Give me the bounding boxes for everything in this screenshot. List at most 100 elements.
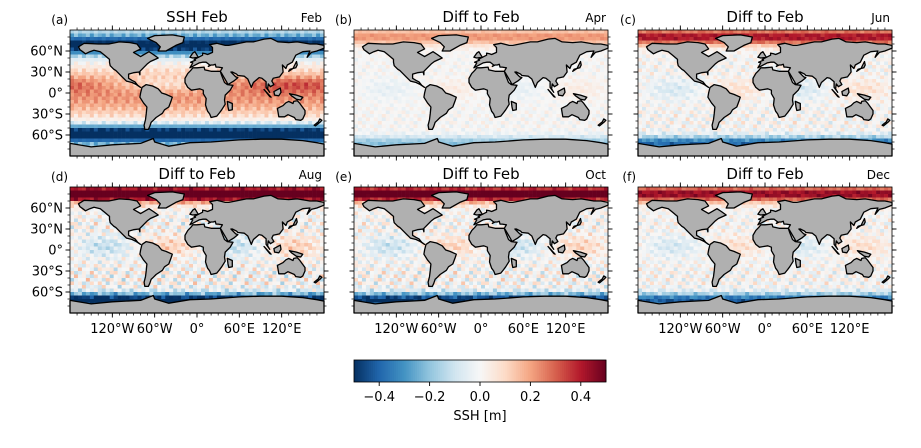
data-cell — [488, 47, 494, 52]
data-cell — [197, 30, 202, 34]
data-cell — [365, 96, 371, 101]
data-cell — [409, 89, 414, 94]
data-cell — [312, 79, 317, 83]
data-cell — [536, 110, 541, 115]
data-cell — [296, 58, 301, 62]
data-cell — [405, 114, 410, 118]
data-cell — [181, 65, 186, 69]
data-cell — [469, 100, 474, 104]
data-cell — [256, 37, 261, 41]
data-cell — [540, 110, 545, 115]
data-cell — [70, 117, 75, 122]
data-cell — [292, 124, 297, 129]
data-cell — [369, 37, 375, 41]
data-cell — [280, 100, 285, 104]
data-cell — [413, 82, 418, 87]
data-cell — [560, 82, 565, 87]
data-cell — [137, 117, 142, 122]
data-cell — [584, 58, 589, 62]
data-cell — [741, 30, 746, 34]
data-cell — [729, 30, 734, 34]
data-cell — [596, 100, 601, 104]
data-cell — [133, 117, 138, 122]
data-cell — [437, 135, 442, 139]
data-cell — [413, 86, 418, 90]
data-cell — [477, 117, 482, 122]
data-cell — [93, 75, 99, 80]
data-cell — [244, 131, 249, 136]
data-cell — [354, 131, 359, 136]
data-cell — [572, 135, 577, 139]
data-cell — [445, 75, 450, 80]
data-cell — [572, 121, 577, 125]
data-cell — [117, 93, 122, 97]
data-cell — [93, 93, 99, 97]
data-cell — [564, 30, 569, 34]
data-cell — [584, 68, 589, 73]
data-cell — [173, 121, 178, 125]
data-cell — [240, 100, 245, 104]
data-cell — [405, 110, 410, 115]
data-cell — [85, 79, 91, 83]
data-cell — [70, 51, 75, 55]
data-cell — [73, 40, 79, 45]
data-cell — [592, 110, 597, 115]
data-cell — [129, 131, 134, 136]
data-cell — [516, 135, 521, 139]
data-cell — [272, 131, 277, 136]
data-cell — [240, 117, 245, 122]
data-cell — [228, 37, 234, 41]
data-cell — [121, 107, 126, 111]
data-cell — [232, 103, 237, 108]
data-cell — [488, 51, 494, 55]
data-cell — [604, 100, 609, 104]
data-cell — [580, 89, 585, 94]
continent — [510, 100, 517, 112]
data-cell — [373, 117, 379, 122]
data-cell — [465, 124, 470, 129]
data-cell — [381, 61, 387, 66]
data-cell — [824, 30, 829, 34]
data-cell — [304, 37, 309, 41]
data-cell — [73, 54, 79, 59]
data-cell — [405, 131, 410, 136]
data-cell — [292, 135, 297, 139]
data-cell — [240, 131, 245, 136]
data-cell — [389, 79, 394, 83]
data-cell — [125, 93, 130, 97]
data-cell — [357, 61, 363, 66]
data-cell — [457, 110, 462, 115]
data-cell — [109, 138, 114, 143]
data-cell — [381, 89, 387, 94]
data-cell — [365, 37, 371, 41]
data-cell — [308, 68, 313, 73]
data-cell — [173, 138, 178, 143]
data-cell — [169, 72, 174, 76]
data-cell — [828, 30, 833, 34]
data-cell — [580, 30, 585, 34]
data-cell — [409, 86, 414, 90]
data-cell — [749, 30, 754, 34]
data-cell — [252, 124, 257, 129]
data-cell — [304, 79, 309, 83]
data-cell — [528, 121, 533, 125]
data-cell — [552, 121, 557, 125]
data-cell — [800, 30, 805, 34]
data-cell — [236, 100, 241, 104]
data-cell — [200, 40, 206, 45]
data-cell — [189, 37, 194, 41]
data-cell — [232, 86, 237, 90]
data-cell — [373, 79, 379, 83]
data-cell — [504, 40, 510, 45]
data-cell — [496, 138, 502, 143]
data-cell — [292, 61, 297, 66]
data-cell — [354, 100, 359, 104]
data-cell — [532, 93, 537, 97]
data-cell — [97, 96, 103, 101]
data-cell — [484, 103, 490, 108]
data-cell — [189, 114, 194, 118]
data-cell — [449, 117, 454, 122]
data-cell — [500, 117, 506, 122]
data-cell — [469, 58, 474, 62]
data-cell — [129, 33, 134, 38]
